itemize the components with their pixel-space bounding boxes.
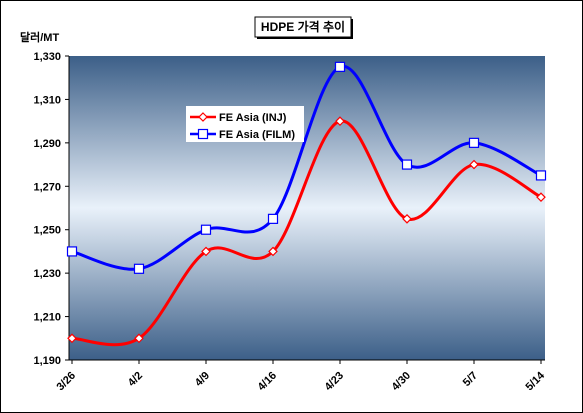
x-tick-label: 4/30	[389, 370, 413, 394]
legend-label-film: FE Asia (FILM)	[219, 129, 295, 141]
legend: FE Asia (INJ) FE Asia (FILM)	[186, 106, 304, 142]
x-tick-label: 4/16	[255, 370, 279, 394]
data-point-film	[468, 137, 480, 148]
series-lines	[71, 65, 542, 347]
x-tick-label: 5/14	[523, 369, 547, 393]
series-line-film	[71, 65, 542, 271]
title-box-shadow-right	[351, 19, 353, 39]
data-point-inj	[536, 192, 546, 202]
data-point-film	[535, 170, 547, 181]
x-tick-label: 3/26	[54, 370, 78, 394]
data-point-film	[133, 263, 145, 274]
legend-marker-inj	[198, 112, 208, 122]
data-point-film	[66, 246, 78, 257]
y-tick-label: 1,310	[33, 94, 61, 106]
title-box-shadow-bottom	[257, 37, 353, 39]
data-point-inj	[201, 246, 211, 257]
series-line-inj	[71, 119, 542, 347]
data-point-inj	[134, 333, 144, 344]
chart-title: HDPE 가격 추이	[261, 19, 345, 34]
series-markers	[66, 61, 547, 344]
legend-label-inj: FE Asia (INJ)	[219, 112, 287, 124]
data-point-inj	[67, 333, 77, 344]
y-tick-label: 1,330	[33, 51, 61, 63]
x-tick-label: 4/9	[193, 370, 212, 389]
y-tick-label: 1,190	[33, 355, 61, 367]
y-axis-label: 달러/MT	[20, 30, 59, 44]
data-point-film	[401, 159, 413, 170]
x-ticks: 3/26 4/2 4/9 4/16 4/23 4/30 5/7 5/14	[54, 360, 548, 394]
y-ticks: 1,190 1,210 1,230 1,250 1,270 1,290 1,310 1,330	[33, 51, 69, 367]
data-point-film	[200, 224, 212, 235]
y-tick-label: 1,230	[33, 268, 61, 280]
data-point-inj	[402, 214, 412, 224]
data-point-film	[334, 61, 346, 72]
y-tick-label: 1,270	[33, 181, 61, 193]
data-point-inj	[335, 116, 345, 126]
legend-marker-film	[197, 128, 209, 140]
data-point-film	[267, 213, 279, 224]
data-point-inj	[268, 246, 278, 257]
plot-area	[69, 56, 545, 360]
y-tick-label: 1,210	[33, 312, 61, 324]
y-tick-label: 1,290	[33, 138, 61, 150]
y-tick-label: 1,250	[33, 225, 61, 237]
x-tick-label: 4/23	[322, 370, 346, 394]
data-point-inj	[469, 159, 479, 170]
x-tick-label: 4/2	[126, 370, 145, 389]
x-tick-label: 5/7	[461, 370, 480, 389]
